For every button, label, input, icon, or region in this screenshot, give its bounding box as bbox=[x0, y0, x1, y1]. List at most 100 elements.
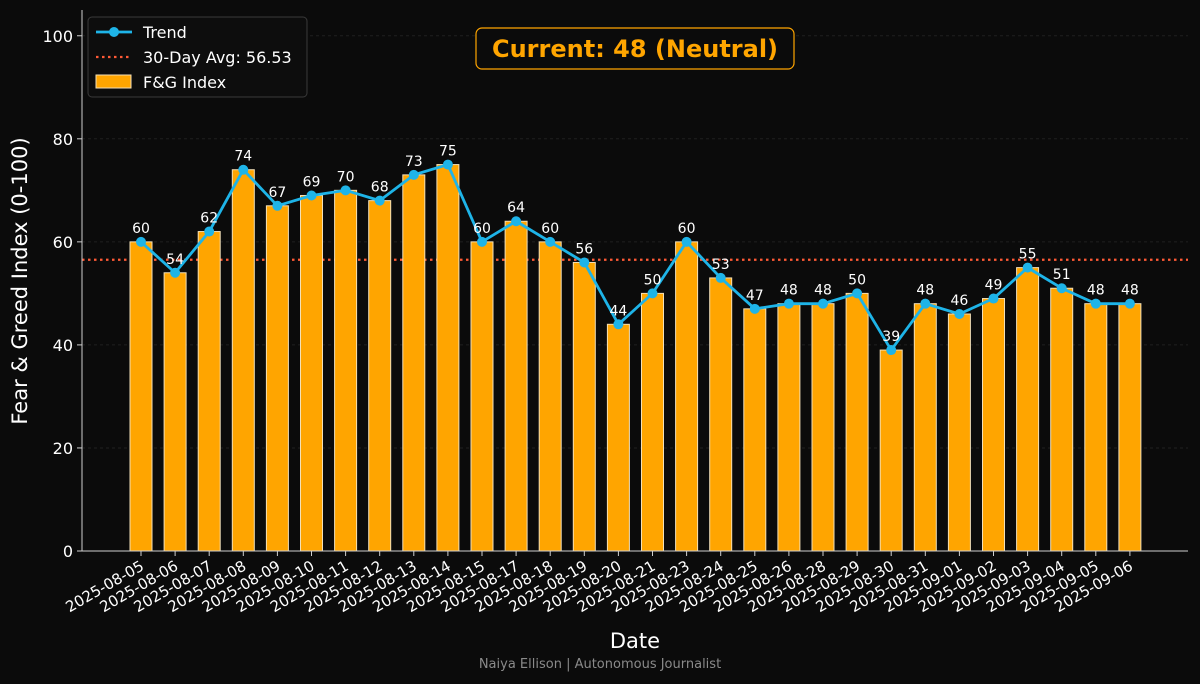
bar bbox=[129, 241, 153, 552]
trend-point bbox=[511, 216, 522, 227]
data-label: 69 bbox=[303, 174, 321, 190]
data-label: 46 bbox=[950, 293, 968, 309]
data-label: 68 bbox=[371, 180, 389, 196]
trend-point bbox=[579, 257, 590, 268]
bar bbox=[675, 241, 699, 552]
bar bbox=[913, 303, 937, 552]
bar bbox=[572, 261, 596, 552]
bar bbox=[402, 174, 426, 552]
bar bbox=[641, 292, 664, 552]
trend-point bbox=[238, 164, 249, 175]
y-tick-label: 80 bbox=[53, 130, 73, 149]
trend-point bbox=[1022, 262, 1033, 273]
bar bbox=[947, 313, 971, 552]
trend-point bbox=[408, 169, 419, 180]
data-label: 54 bbox=[166, 252, 184, 268]
data-label: 62 bbox=[200, 211, 218, 227]
bar bbox=[470, 241, 494, 552]
legend-trend-marker bbox=[109, 27, 119, 37]
bar bbox=[538, 241, 562, 552]
bar bbox=[1050, 287, 1074, 552]
data-label: 48 bbox=[780, 283, 798, 299]
bar bbox=[231, 169, 255, 552]
data-label: 49 bbox=[985, 278, 1003, 294]
y-tick-label: 60 bbox=[53, 233, 73, 252]
bar bbox=[845, 292, 869, 552]
trend-point bbox=[1124, 298, 1135, 309]
data-label: 48 bbox=[916, 283, 934, 299]
trend-point bbox=[886, 345, 897, 356]
data-label: 44 bbox=[609, 303, 627, 319]
trend-point bbox=[647, 288, 658, 299]
legend-box bbox=[87, 16, 308, 98]
data-label: 64 bbox=[507, 200, 525, 216]
bar bbox=[504, 220, 528, 552]
trend-point bbox=[374, 195, 385, 206]
x-axis-title: Date bbox=[610, 629, 660, 653]
data-label: 73 bbox=[405, 154, 423, 170]
trend-point bbox=[1056, 283, 1067, 294]
data-labels: 60 54 62 74 67 69 70 68 73 75 60 64 60 56 44 50 60 53 47 48… bbox=[132, 144, 1139, 345]
data-label: 53 bbox=[712, 257, 730, 273]
data-label: 48 bbox=[1087, 283, 1105, 299]
trend-line bbox=[140, 163, 1130, 352]
data-label: 60 bbox=[132, 221, 150, 237]
bar bbox=[982, 298, 1005, 552]
axes: 0204060801002025-08-052025-08-062025-08-… bbox=[8, 10, 1188, 653]
bar bbox=[1118, 303, 1142, 552]
trend-line-group bbox=[136, 159, 1135, 356]
trend-point bbox=[954, 308, 965, 319]
trend-point bbox=[818, 298, 828, 309]
data-label: 55 bbox=[1019, 247, 1037, 263]
annotation-text: Current: 48 (Neutral) bbox=[492, 35, 778, 63]
trend-point bbox=[715, 272, 726, 283]
trend-point bbox=[681, 236, 692, 247]
bar bbox=[300, 194, 323, 552]
y-tick-label: 0 bbox=[63, 542, 73, 561]
data-label: 60 bbox=[541, 221, 559, 237]
y-axis-title: Fear & Greed Index (0-100) bbox=[8, 137, 32, 424]
bar bbox=[265, 205, 289, 552]
footer-credit: Naiya Ellison | Autonomous Journalist bbox=[478, 657, 722, 672]
bar bbox=[1084, 303, 1108, 552]
bar bbox=[436, 164, 460, 552]
trend-point bbox=[170, 267, 181, 278]
data-label: 39 bbox=[882, 329, 900, 345]
trend-point bbox=[477, 236, 487, 247]
trend-point bbox=[272, 200, 283, 211]
trend-point bbox=[442, 159, 453, 170]
bar bbox=[811, 303, 835, 552]
trend-point bbox=[988, 293, 999, 304]
trend-point bbox=[340, 185, 351, 196]
bar bbox=[197, 231, 221, 552]
data-label: 56 bbox=[575, 241, 593, 257]
bar bbox=[709, 277, 733, 552]
bars bbox=[129, 164, 1142, 552]
data-label: 70 bbox=[337, 169, 355, 185]
trend-point bbox=[136, 236, 146, 247]
bar bbox=[777, 303, 801, 552]
data-label: 60 bbox=[473, 221, 491, 237]
data-label: 48 bbox=[1121, 283, 1139, 299]
trend-point bbox=[204, 226, 215, 237]
trend-point bbox=[783, 298, 794, 309]
data-label: 75 bbox=[439, 144, 457, 160]
current-annotation: Current: 48 (Neutral) bbox=[475, 27, 795, 70]
data-label: 60 bbox=[678, 221, 696, 237]
bar bbox=[606, 323, 630, 552]
trend-point bbox=[852, 288, 863, 299]
y-tick-label: 40 bbox=[53, 336, 73, 355]
bar bbox=[1016, 267, 1040, 552]
bar bbox=[163, 272, 187, 552]
data-label: 47 bbox=[746, 288, 764, 304]
data-label: 50 bbox=[848, 272, 866, 288]
legend-bar-label: F&G Index bbox=[143, 73, 226, 92]
trend-point bbox=[1090, 298, 1101, 309]
trend-point bbox=[306, 190, 317, 201]
legend-trend-label: Trend bbox=[142, 23, 187, 42]
data-label: 48 bbox=[814, 283, 832, 299]
data-label: 51 bbox=[1053, 267, 1071, 283]
trend-point bbox=[920, 298, 931, 309]
bar bbox=[743, 308, 767, 552]
data-label: 67 bbox=[268, 185, 286, 201]
